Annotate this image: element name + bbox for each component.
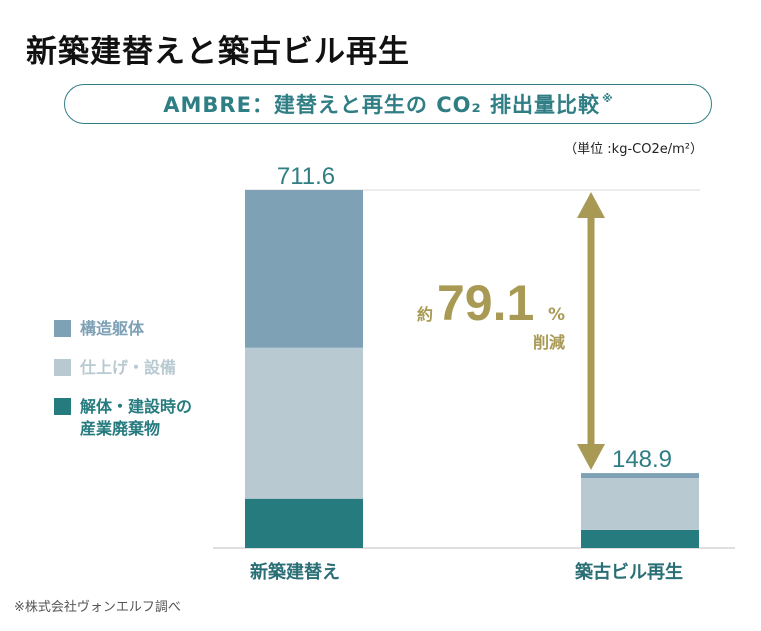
legend-label-finishing: 仕上げ・設備 [80, 358, 177, 377]
legend-label-structure: 構造躯体 [80, 319, 145, 338]
source-note: ※株式会社ヴォンエルフ調べ [14, 600, 181, 615]
bar-total-label-1: 711.6 [277, 163, 335, 190]
bar-segment-structure-1 [245, 190, 363, 348]
bar-segment-finishing-2 [581, 478, 699, 530]
bar-total-label-2: 148.9 [612, 446, 672, 473]
bar-segment-structure-2 [581, 473, 699, 479]
page-title: 新築建替えと築古ビル再生 [26, 34, 410, 70]
subtitle-pill: AMBRE：建替えと再生の CO₂ 排出量比較 ※ [64, 84, 712, 124]
reduction-arrow-head-down [577, 444, 605, 470]
legend-label-waste: 解体・建設時の 産業廃棄物 [80, 397, 193, 438]
bar-segment-waste-2 [581, 529, 699, 548]
subtitle-note-mark: ※ [602, 91, 613, 105]
legend: 構造躯体 仕上げ・設備 解体・建設時の 産業廃棄物 [54, 318, 192, 457]
legend-swatch-finishing [54, 359, 71, 376]
category-label-renovation: 築古ビル再生 [575, 562, 683, 583]
legend-swatch-structure [54, 320, 71, 337]
legend-swatch-waste [54, 398, 71, 415]
unit-label: （単位 :kg-CO2e/m²） [564, 142, 703, 157]
category-label-new-build: 新築建替え [250, 562, 340, 583]
subtitle-text: AMBRE：建替えと再生の CO₂ 排出量比較 [163, 93, 601, 117]
reduction-arrow-head-up [577, 192, 605, 218]
bar-segment-waste-1 [245, 498, 363, 548]
legend-item-structure: 構造躯体 [54, 318, 192, 340]
reduction-unit: % [548, 305, 565, 325]
reduction-text: 削減 [533, 333, 565, 352]
bar-segment-finishing-1 [245, 347, 363, 499]
reduction-value: 79.1 [437, 275, 534, 331]
legend-item-waste: 解体・建設時の 産業廃棄物 [54, 396, 192, 440]
reduction-prefix: 約 [417, 305, 433, 324]
legend-item-finishing: 仕上げ・設備 [54, 357, 192, 379]
